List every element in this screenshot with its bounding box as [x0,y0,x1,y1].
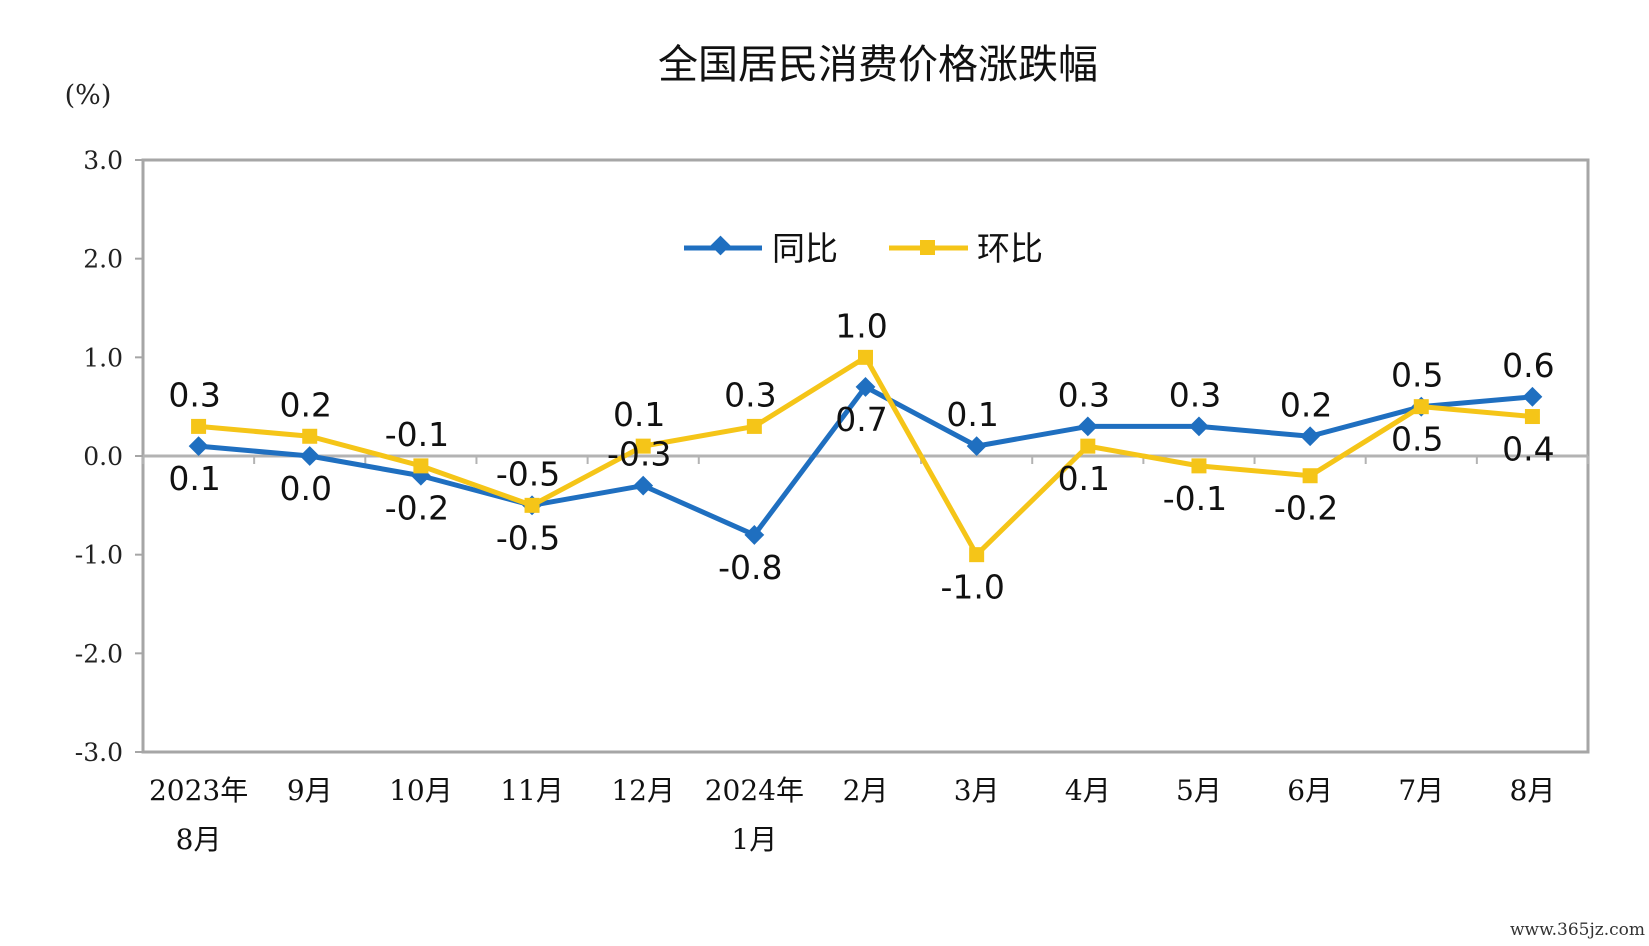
y-tick-label: 0.0 [83,442,123,471]
chart-title: 全国居民消费价格涨跌幅 [658,42,1098,88]
tongbi-point [1077,416,1098,437]
x-tick-label: 3月 [954,774,1000,807]
tongbi-data-label: -0.8 [718,548,782,587]
y-tick-label: 3.0 [83,146,123,175]
legend-huanbi-marker [920,240,935,255]
tongbi-data-label: 0.7 [835,400,887,439]
tongbi-data-label: 0.3 [1169,375,1221,414]
huanbi-point [302,428,318,444]
x-tick-label: 4月 [1065,774,1111,807]
huanbi-data-label: 0.4 [1502,430,1554,469]
huanbi-data-label: 0.5 [1391,420,1443,459]
y-tick-label: 1.0 [83,343,123,372]
tongbi-data-label: 0.0 [279,469,331,508]
huanbi-data-label: 1.0 [835,306,887,345]
huanbi-point [858,349,873,365]
x-tick-label: 8月 [176,823,222,856]
tongbi-point [633,475,654,496]
x-tick-label: 12月 [611,774,675,807]
tongbi-point [299,446,320,466]
y-tick-label: -3.0 [75,738,123,767]
tongbi-data-label: 0.1 [168,459,220,498]
x-tick-label: 2月 [843,774,889,807]
huanbi-point [635,438,651,454]
huanbi-data-label: 0.1 [613,395,665,434]
y-axis-unit: (%) [65,80,112,111]
tongbi-point [1189,416,1209,437]
y-tick-label: -2.0 [75,639,123,668]
y-tick-label: 2.0 [83,245,123,274]
x-tick-label: 11月 [500,774,564,807]
tongbi-point [1522,386,1543,407]
x-tick-label: 2023年 [149,774,248,807]
x-tick-label: 1月 [731,823,777,856]
tongbi-data-label: 0.3 [1058,375,1110,414]
tongbi-data-label: 0.6 [1502,346,1554,385]
huanbi-point [524,497,540,513]
huanbi-data-label: 0.1 [1058,459,1110,498]
x-tick-label: 10月 [389,774,453,807]
huanbi-point [1191,458,1207,474]
tongbi-data-label: -0.5 [496,518,560,557]
huanbi-point [969,547,985,563]
huanbi-data-label: -0.1 [1163,479,1227,518]
tongbi-data-label: 0.5 [1391,356,1443,395]
huanbi-point [1524,409,1540,425]
tongbi-point [966,436,987,457]
legend: 同比 环比 [684,229,1043,268]
huanbi-data-label: 0.3 [168,375,220,414]
legend-huanbi-label: 环比 [977,229,1043,268]
huanbi-data-label: 0.2 [279,385,331,424]
tongbi-point [1300,426,1321,447]
huanbi-data-label: -0.2 [1274,489,1338,528]
huanbi-data-label: -1.0 [940,568,1004,607]
huanbi-data-label: 0.3 [724,375,776,414]
tongbi-data-label: -0.2 [385,489,449,528]
tongbi-data-label: 0.2 [1280,385,1332,424]
x-tick-label: 7月 [1398,774,1444,807]
huanbi-point [191,418,207,434]
x-tick-label: 5月 [1176,774,1222,807]
y-tick-label: -1.0 [75,541,123,570]
huanbi-point [413,458,429,474]
tongbi-point [188,436,209,457]
huanbi-point [746,418,762,434]
tongbi-point [744,525,765,545]
watermark-text: www.365jz.com [1510,920,1645,940]
tongbi-data-label: 0.1 [946,395,998,434]
x-tick-label: 9月 [287,774,333,807]
huanbi-data-label: -0.5 [496,454,560,493]
legend-tongbi-marker [710,235,731,256]
huanbi-point [1302,468,1318,484]
x-tick-label: 6月 [1287,774,1333,807]
tongbi-data-label: -0.3 [607,435,671,474]
huanbi-point [1080,438,1096,454]
huanbi-data-label: -0.1 [385,415,449,454]
x-tick-label: 2024年 [705,774,804,807]
huanbi-point [1413,399,1429,415]
legend-tongbi-label: 同比 [772,229,838,268]
x-tick-label: 8月 [1510,774,1556,807]
tongbi-point [855,377,876,397]
